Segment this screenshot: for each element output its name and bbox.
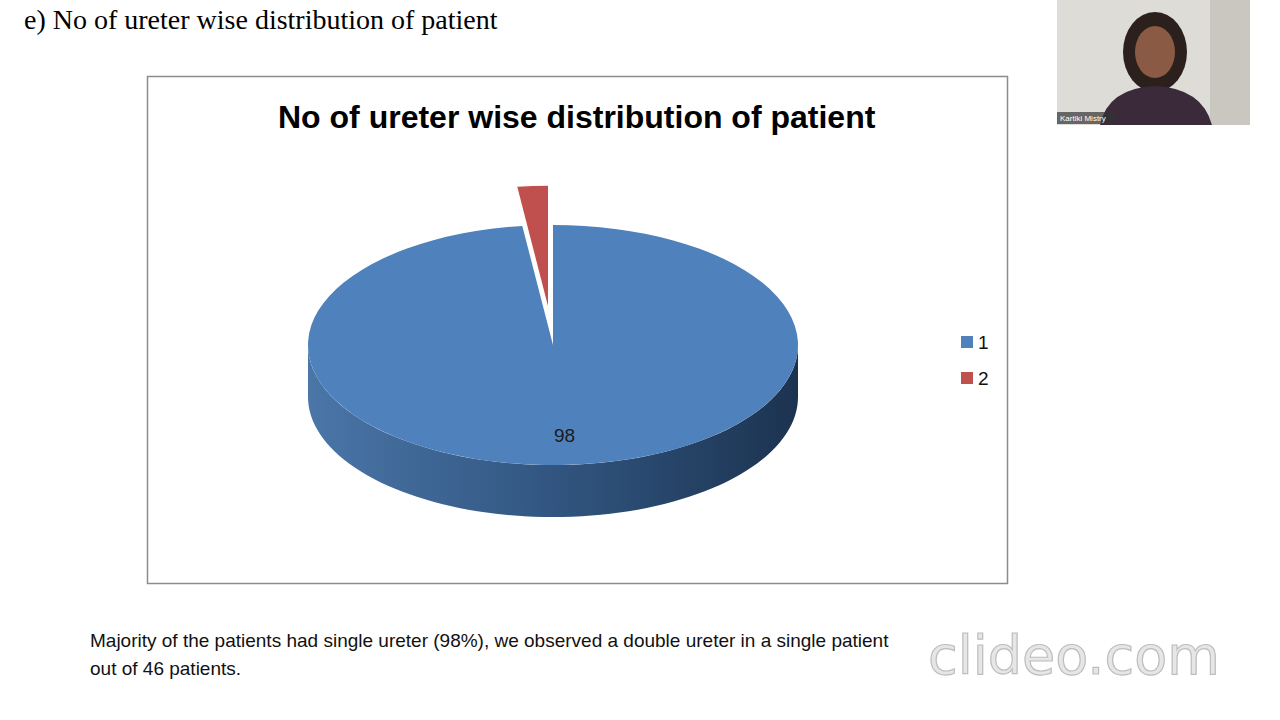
chart-frame: [148, 77, 1008, 584]
speaker-name: Kartiki Mistry: [1060, 114, 1106, 123]
slide-heading: e) No of ureter wise distribution of pat…: [24, 4, 498, 36]
slide-caption: Majority of the patients had single uret…: [90, 627, 910, 683]
speaker-name-bg: [1057, 112, 1115, 124]
data-label: 98: [554, 425, 575, 446]
webcam-bg: [1057, 0, 1250, 125]
legend-label: 2: [978, 368, 989, 389]
webcam-hair: [1123, 12, 1187, 92]
legend: 12: [961, 332, 989, 389]
webcam-thumbnail: Kartiki Mistry: [1057, 0, 1250, 125]
watermark: clideo.com: [928, 624, 1220, 687]
legend-label: 1: [978, 332, 989, 353]
legend-swatch: [961, 336, 973, 348]
webcam-face: [1135, 26, 1175, 78]
chart-title: No of ureter wise distribution of patien…: [278, 99, 876, 135]
pie-slice: [517, 186, 548, 306]
legend-swatch: [961, 372, 973, 384]
pie-slice-group: [517, 186, 548, 306]
chart-canvas: No of ureter wise distribution of patien…: [0, 0, 1280, 720]
pie-slice: [308, 225, 798, 465]
webcam-body: [1100, 86, 1212, 125]
pie: [308, 186, 798, 517]
pie-slice-group: [308, 225, 798, 465]
webcam-wall: [1210, 0, 1250, 125]
